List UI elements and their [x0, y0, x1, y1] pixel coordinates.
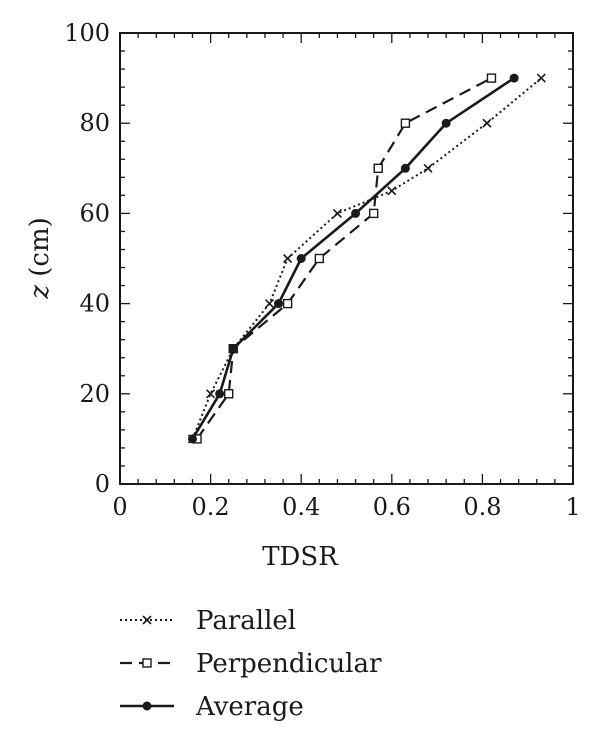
data-point-average [351, 208, 361, 218]
marker-x-stroke [283, 253, 293, 264]
marker-x-stroke [482, 118, 492, 128]
data-point-average [215, 389, 225, 399]
x-tick-label: 0.2 [192, 493, 230, 521]
data-point-parallel [283, 253, 293, 264]
data-point-average [274, 299, 284, 309]
data-point-average [296, 254, 306, 263]
data-point-parallel [482, 118, 492, 128]
data-point-average [441, 118, 451, 128]
series-line-parallel [191, 77, 542, 440]
plot-area [187, 73, 546, 444]
y-tick-label: 0 [95, 470, 110, 498]
marker-x-stroke [387, 186, 397, 196]
data-point-average [228, 344, 238, 354]
y-tick-label: 100 [64, 19, 110, 47]
x-tick-label: 0.6 [373, 493, 411, 521]
data-point-perpendicular [314, 253, 325, 264]
series-line-perpendicular [196, 77, 493, 440]
data-point-average [187, 434, 197, 444]
legend-label-perpendicular: Perpendicular [196, 649, 382, 679]
marker-x-stroke [206, 389, 216, 399]
y-tick-label: 40 [79, 290, 110, 318]
legend-label-parallel: Parallel [196, 606, 296, 636]
data-point-parallel [264, 299, 275, 309]
y-tick-label: 60 [79, 199, 110, 227]
y-tick-label: 80 [79, 109, 110, 137]
x-tick-label: 0 [112, 493, 127, 521]
marker-x-stroke [264, 299, 275, 309]
x-axis-label: TDSR [262, 542, 339, 572]
legend: Parallel Perpendicular Average [120, 606, 382, 722]
marker-x-stroke [142, 615, 152, 625]
data-point-parallel [332, 208, 343, 218]
legend-marker-parallel [142, 615, 152, 625]
marker-x-stroke [536, 73, 546, 83]
series-line-average [191, 77, 515, 440]
legend-marker-average [142, 701, 152, 711]
y-axis-label-unit: (cm) [25, 217, 55, 285]
data-point-perpendicular [373, 163, 383, 174]
data-point-perpendicular [224, 389, 234, 399]
plot-frame [119, 32, 574, 485]
data-point-perpendicular [400, 118, 411, 128]
data-point-parallel [423, 163, 433, 173]
x-tick-label: 1 [565, 493, 580, 521]
legend-marker-perpendicular [142, 658, 152, 668]
y-tick-label: 20 [79, 380, 110, 408]
data-point-parallel [536, 73, 546, 83]
data-point-parallel [387, 186, 397, 196]
x-tick-label: 0.8 [463, 493, 501, 521]
x-tick-label: 0.4 [282, 493, 320, 521]
data-point-parallel [206, 389, 216, 399]
marker-x-stroke [332, 208, 343, 218]
y-axis-label: z (cm) [25, 217, 55, 299]
y-axis-label-variable: z [25, 285, 55, 300]
data-point-perpendicular [368, 208, 379, 219]
data-point-perpendicular [486, 73, 497, 83]
data-point-average [400, 163, 410, 173]
marker-x-stroke [423, 163, 433, 173]
axes: 0 0.2 0.4 0.6 0.8 1 0 20 40 60 80 100 [64, 19, 580, 521]
data-point-perpendicular [282, 298, 293, 309]
legend-label-average: Average [195, 692, 304, 722]
data-point-average [509, 73, 519, 83]
